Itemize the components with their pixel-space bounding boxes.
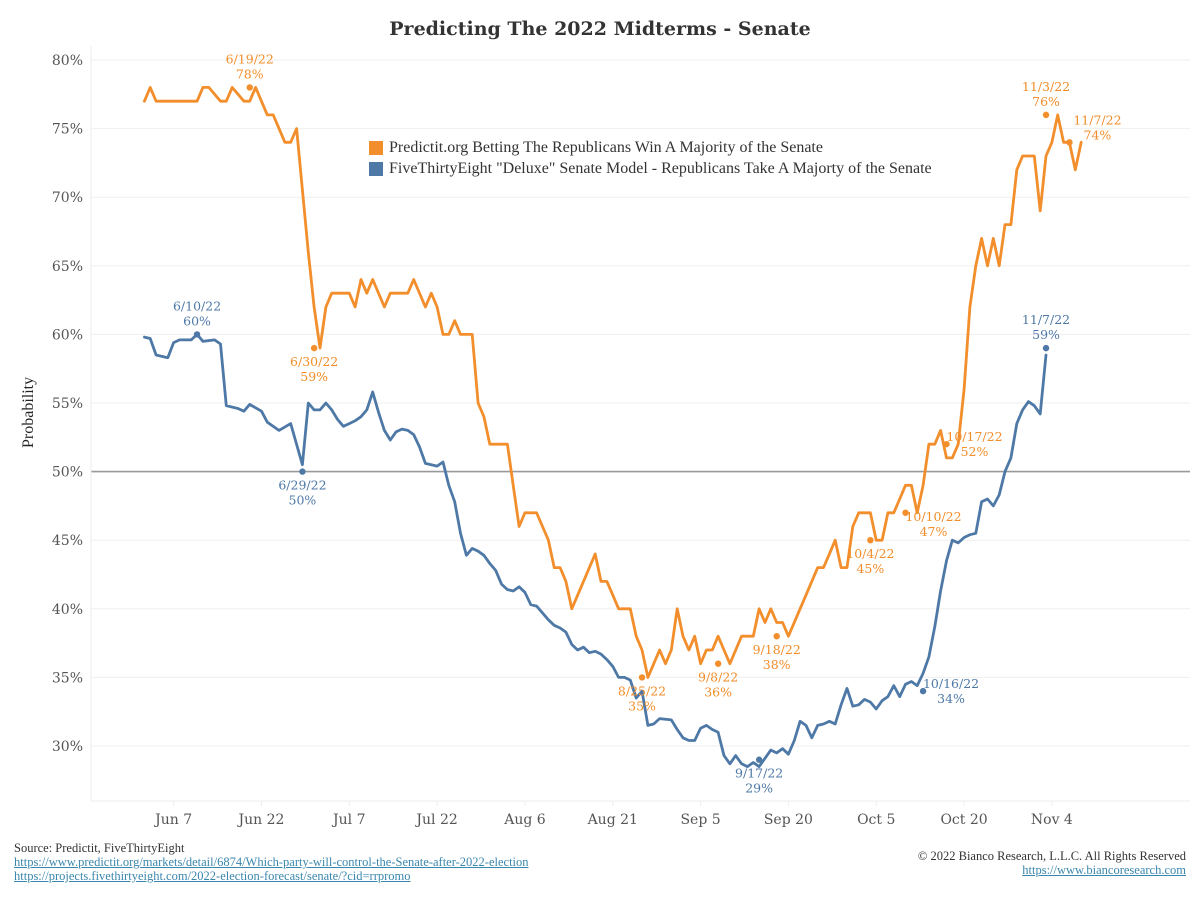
annotation-value: 52%	[961, 444, 989, 459]
annotation-marker[interactable]	[1042, 111, 1050, 119]
x-tick-label: Oct 20	[940, 812, 987, 828]
y-tick-label: 60%	[52, 327, 83, 343]
legend-swatch-predictit	[369, 140, 383, 155]
footer-copyright: © 2022 Bianco Research, L.L.C. All Right…	[918, 849, 1186, 877]
y-tick-label: 45%	[52, 533, 83, 549]
annotation-date: 6/19/22	[226, 51, 274, 66]
x-tick-label: Aug 21	[587, 812, 638, 828]
annotation-date: 11/3/22	[1022, 79, 1070, 94]
annotation-marker[interactable]	[299, 468, 306, 475]
annotation-date: 10/4/22	[846, 546, 894, 561]
annotation-marker[interactable]	[1042, 344, 1050, 352]
annotation-value: 45%	[856, 561, 884, 576]
annotation-value: 50%	[289, 493, 317, 508]
annotation-value: 47%	[920, 524, 948, 539]
annotation-marker[interactable]	[867, 537, 874, 544]
legend: Predictit.org Betting The Republicans Wi…	[369, 137, 932, 179]
y-tick-label: 75%	[52, 122, 83, 138]
legend-item-fivethirtyeight[interactable]: FiveThirtyEight "Deluxe" Senate Model - …	[369, 158, 932, 179]
annotation-value: 34%	[937, 691, 965, 706]
y-tick-label: 35%	[52, 670, 83, 686]
y-tick-label: 65%	[52, 259, 83, 275]
y-tick-label: 55%	[52, 396, 83, 412]
annotation-value: 36%	[704, 685, 732, 700]
annotation-date: 11/7/22	[1073, 112, 1121, 127]
annotation-value: 60%	[183, 313, 211, 328]
annotation-value: 59%	[300, 369, 328, 384]
series-layer	[142, 86, 1083, 768]
x-tick-label: Sep 20	[764, 812, 813, 828]
x-tick-label: Jul 7	[331, 812, 365, 828]
annotation-marker[interactable]	[919, 687, 927, 695]
annotation-date: 10/16/22	[923, 676, 979, 691]
annotation-date: 6/10/22	[173, 298, 221, 313]
annotation-date: 10/10/22	[905, 509, 961, 524]
bianco-research-link[interactable]: https://www.biancoresearch.com	[1022, 863, 1186, 877]
annotation-marker[interactable]	[310, 344, 318, 352]
x-tick-label: Sep 5	[680, 812, 720, 828]
annotation-value: 78%	[236, 66, 264, 81]
series-line-predictit	[142, 86, 1083, 679]
x-tick-label: Aug 6	[503, 812, 546, 828]
annotation-marker[interactable]	[714, 660, 722, 667]
annotation-value: 38%	[763, 657, 791, 672]
y-tick-label: 80%	[52, 53, 83, 69]
annotation-marker[interactable]	[638, 674, 646, 681]
y-tick-label: 30%	[52, 739, 83, 755]
annotation-date: 6/30/22	[290, 354, 338, 369]
y-tick-label: 40%	[52, 602, 83, 618]
copyright-text: © 2022 Bianco Research, L.L.C. All Right…	[917, 849, 1186, 863]
source-text: Source: Predictit, FiveThirtyEight	[14, 841, 185, 855]
series-line-fivethirtyeight	[142, 332, 1048, 768]
annotation-date: 9/8/22	[698, 670, 738, 685]
annotation-marker[interactable]	[943, 440, 950, 448]
fivethirtyeight-link[interactable]: https://projects.fivethirtyeight.com/202…	[14, 869, 411, 883]
annotation-date: 9/18/22	[753, 642, 801, 657]
y-tick-label: 70%	[52, 190, 83, 206]
predictit-link[interactable]: https://www.predictit.org/markets/detail…	[14, 855, 529, 869]
annotation-value: 29%	[745, 781, 773, 796]
annotation-value: 59%	[1032, 327, 1060, 342]
y-tick-label: 50%	[52, 465, 83, 481]
x-tick-label: Nov 4	[1031, 812, 1073, 828]
x-tick-label: Jun 7	[153, 812, 192, 828]
annotation-marker[interactable]	[1066, 139, 1073, 146]
legend-label-fivethirtyeight: FiveThirtyEight "Deluxe" Senate Model - …	[389, 160, 932, 177]
annotation-marker[interactable]	[193, 331, 201, 338]
annotation-date: 11/7/22	[1022, 312, 1070, 327]
axis-layer: 80% 75% 70% 65% 60% 55% 50% 45% 40% 35% 30% Jun 7 Ju…	[52, 46, 1190, 828]
x-tick-label: Jul 22	[414, 812, 457, 828]
annotation-value: 74%	[1084, 127, 1112, 142]
annotation-layer: 6/19/2278%6/30/2259%8/25/2235%9/8/2236%9…	[173, 51, 1122, 795]
legend-swatch-fivethirtyeight	[369, 161, 383, 176]
annotation-marker[interactable]	[246, 84, 253, 91]
footer-sources: Source: Predictit, FiveThirtyEight https…	[14, 841, 529, 883]
annotation-date: 9/17/22	[735, 766, 783, 781]
annotation-value: 35%	[628, 698, 656, 713]
annotation-date: 10/17/22	[946, 429, 1002, 444]
annotation-date: 8/25/22	[618, 683, 666, 698]
x-tick-label: Jun 22	[236, 812, 284, 828]
annotation-marker[interactable]	[773, 633, 780, 640]
annotation-marker[interactable]	[755, 756, 763, 763]
x-tick-label: Oct 5	[857, 812, 895, 828]
legend-label-predictit: Predictit.org Betting The Republicans Wi…	[389, 139, 823, 156]
chart-title: Predicting The 2022 Midterms - Senate	[389, 18, 811, 40]
legend-item-predictit[interactable]: Predictit.org Betting The Republicans Wi…	[369, 137, 932, 158]
annotation-marker[interactable]	[902, 509, 909, 516]
annotation-value: 76%	[1032, 94, 1060, 109]
annotation-date: 6/29/22	[278, 478, 326, 493]
